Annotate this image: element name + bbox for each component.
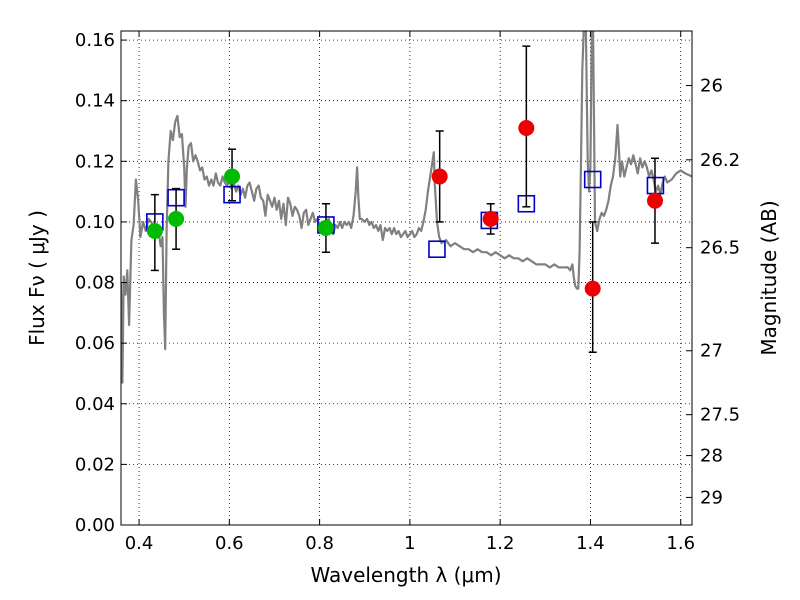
plot-clipped-group bbox=[121, 31, 692, 384]
y2-tick-label: 27 bbox=[700, 341, 723, 362]
x-tick-label: 1.6 bbox=[666, 533, 695, 554]
plot-area bbox=[121, 31, 692, 384]
y2-tick-label: 28 bbox=[700, 446, 723, 467]
y-tick-label: 0.10 bbox=[75, 212, 115, 233]
data-point bbox=[482, 210, 499, 227]
spectrum-line bbox=[121, 31, 692, 384]
y2-tick-label: 27.5 bbox=[700, 405, 740, 426]
y2-tick-labels: 26 26.2 26.5 27 27.5 28 29 bbox=[700, 76, 740, 509]
y-tick-label: 0.04 bbox=[75, 394, 115, 415]
y2-tick-label: 26.2 bbox=[700, 150, 740, 171]
y-tick-labels: 0.00 0.02 0.04 0.06 0.08 0.10 0.12 0.14 0.16 bbox=[75, 30, 115, 536]
y-tick-label: 0.02 bbox=[75, 454, 115, 475]
x-tick-label: 1.4 bbox=[576, 533, 605, 554]
x-tick-label: 1 bbox=[404, 533, 415, 554]
y2-tick-label: 26.5 bbox=[700, 238, 740, 259]
model-square bbox=[583, 170, 602, 189]
y-tick-label: 0.00 bbox=[75, 515, 115, 536]
y-tick-label: 0.06 bbox=[75, 333, 115, 354]
y2-axis-label: Magnitude (AB) bbox=[757, 200, 781, 355]
data-point bbox=[168, 210, 185, 227]
data-point bbox=[431, 168, 448, 185]
y-tick-label: 0.16 bbox=[75, 30, 115, 51]
axis-ticks bbox=[121, 31, 692, 526]
x-tick-label: 0.4 bbox=[125, 533, 154, 554]
data-point bbox=[518, 119, 535, 136]
plot-frame bbox=[120, 30, 693, 526]
y-axis-label: Flux Fν ( μJy ) bbox=[25, 210, 49, 346]
y2-tick-label: 26 bbox=[700, 76, 723, 97]
y-tick-label: 0.14 bbox=[75, 91, 115, 112]
data-point bbox=[646, 192, 663, 209]
model-square bbox=[428, 240, 446, 259]
y-tick-label: 0.08 bbox=[75, 273, 115, 294]
grid-lines bbox=[121, 31, 692, 526]
y2-tick-label: 29 bbox=[700, 487, 723, 508]
x-tick-labels: 0.4 0.6 0.8 1 1.2 1.4 1.6 bbox=[125, 533, 695, 554]
data-point bbox=[317, 219, 334, 236]
data-point bbox=[224, 168, 241, 185]
x-tick-label: 1.2 bbox=[486, 533, 515, 554]
y-tick-label: 0.12 bbox=[75, 151, 115, 172]
data-point bbox=[146, 223, 163, 240]
x-tick-label: 0.8 bbox=[305, 533, 334, 554]
x-tick-label: 0.6 bbox=[215, 533, 244, 554]
data-point bbox=[584, 280, 601, 297]
x-axis-label: Wavelength λ (μm) bbox=[310, 563, 501, 587]
